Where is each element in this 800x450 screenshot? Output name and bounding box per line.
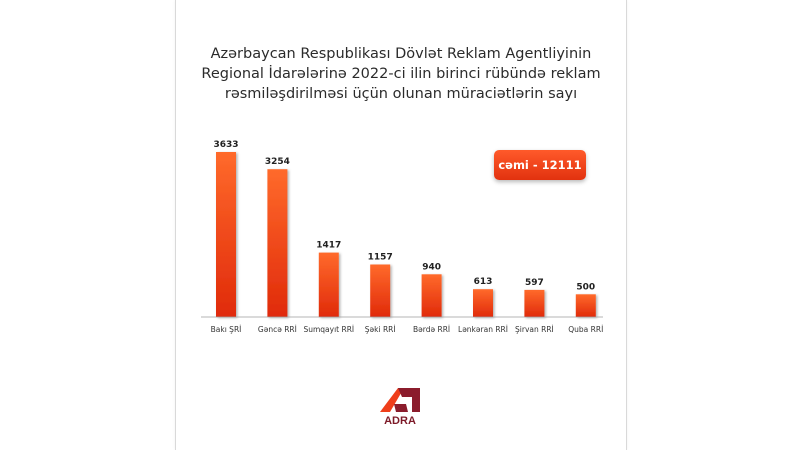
bar-value-label: 3254 bbox=[265, 157, 290, 167]
bar-value-label: 1417 bbox=[316, 241, 341, 251]
bar bbox=[524, 289, 545, 317]
chart-title-line-3: rəsmiləşdirilməsi üçün olunan müraciətlə… bbox=[224, 86, 578, 102]
labels-group: 3633 Bakı ŞRİ 3254 Gəncə RRİ 1417 Sumqayıt RR… bbox=[211, 140, 604, 334]
adra-logo: ADRA bbox=[380, 388, 420, 426]
bar bbox=[267, 169, 288, 317]
bar-value-label: 1157 bbox=[368, 253, 393, 263]
category-label: Bakı ŞRİ bbox=[211, 325, 242, 334]
category-label: Şirvan RRİ bbox=[515, 325, 554, 334]
bar bbox=[421, 274, 442, 317]
bar bbox=[318, 252, 339, 317]
category-label: Lənkəran RRİ bbox=[458, 325, 508, 334]
category-label: Bərdə RRİ bbox=[413, 325, 450, 334]
chart-title-line-2: Regional İdarələrinə 2022-ci ilin birinc… bbox=[201, 66, 601, 82]
bar-value-label: 940 bbox=[422, 262, 441, 272]
bar bbox=[473, 289, 493, 317]
category-label: Quba RRİ bbox=[568, 325, 603, 334]
chart-title-line-1: Azərbaycan Respublikası Dövlət Reklam Ag… bbox=[210, 46, 592, 62]
bar bbox=[575, 294, 596, 317]
bar-chart: 3633 Bakı ŞRİ 3254 Gəncə RRİ 1417 Sumqayıt RR… bbox=[201, 140, 604, 334]
bars-group bbox=[216, 152, 596, 317]
category-label: Şəki RRİ bbox=[365, 325, 396, 334]
infographic-card: Azərbaycan Respublikası Dövlət Reklam Ag… bbox=[175, 0, 627, 450]
category-label: Sumqayıt RRİ bbox=[303, 325, 354, 334]
category-label: Gəncə RRİ bbox=[258, 325, 297, 334]
logo-mark-icon bbox=[380, 388, 420, 412]
bar-value-label: 597 bbox=[525, 278, 544, 288]
bar-value-label: 500 bbox=[576, 282, 595, 292]
logo-wordmark: ADRA bbox=[384, 415, 416, 426]
total-badge: cəmi - 12111 bbox=[494, 150, 586, 180]
bar bbox=[370, 264, 391, 317]
bar-value-label: 613 bbox=[474, 277, 493, 287]
bar bbox=[216, 152, 236, 317]
bar-value-label: 3633 bbox=[213, 140, 238, 150]
chart-title: Azərbaycan Respublikası Dövlət Reklam Ag… bbox=[176, 44, 626, 104]
